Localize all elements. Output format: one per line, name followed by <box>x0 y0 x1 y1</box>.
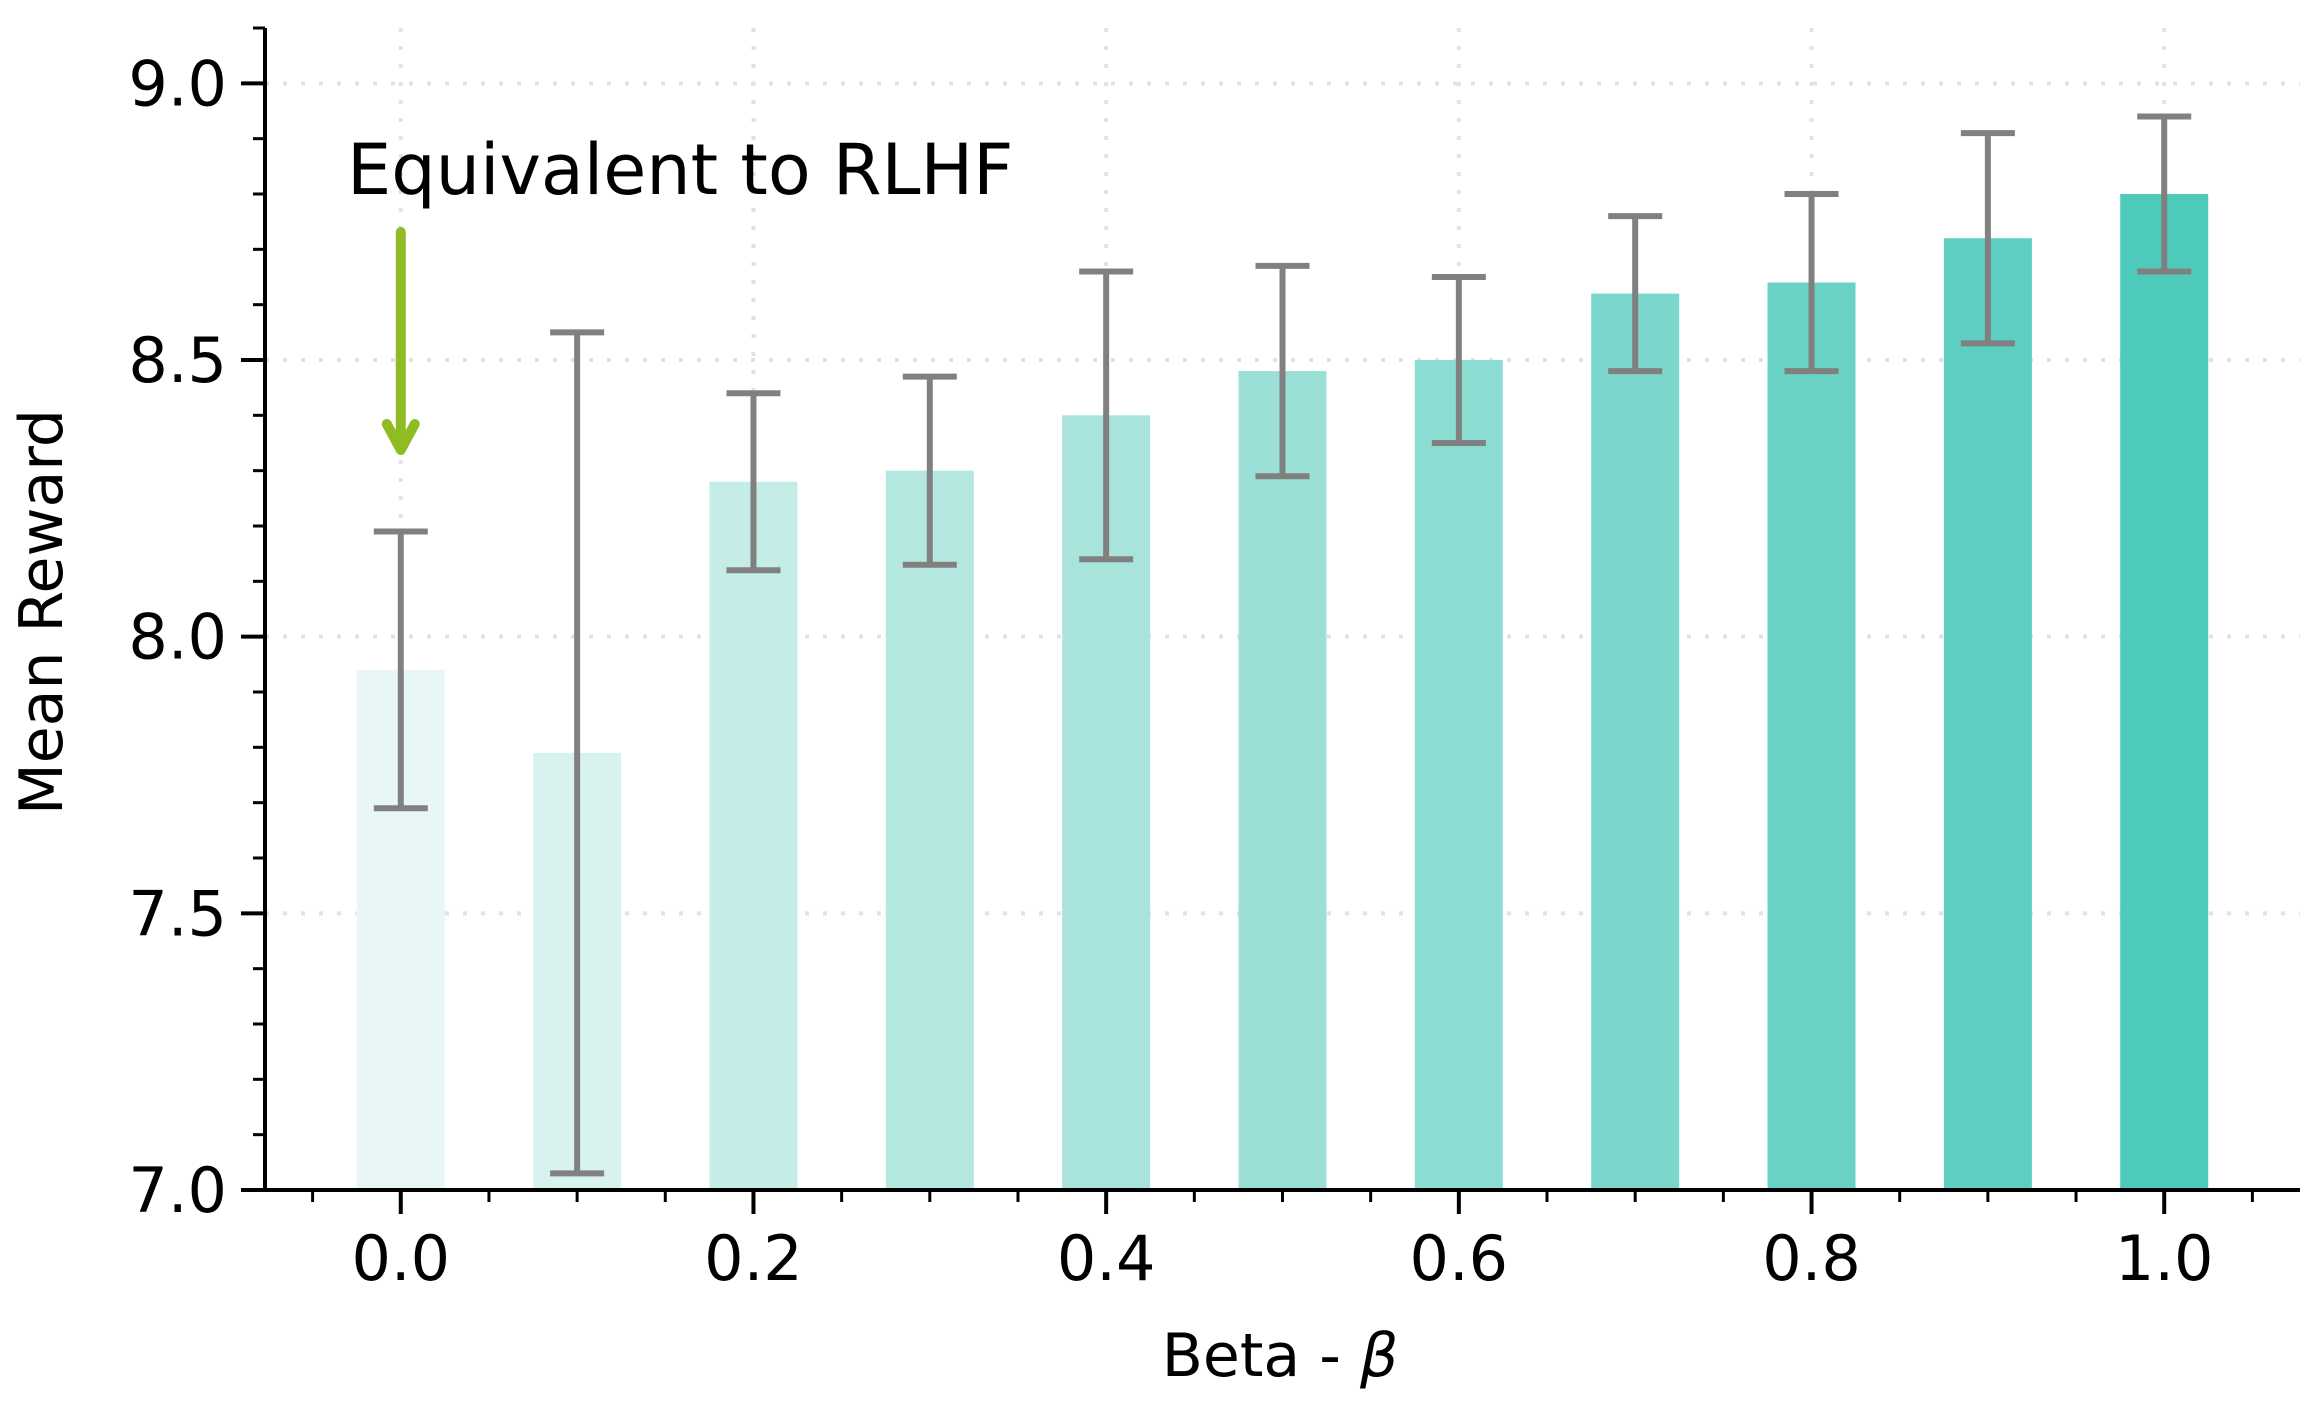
error-bars <box>373 113 2192 1177</box>
bar <box>709 481 798 1190</box>
bar <box>1238 371 1327 1191</box>
bar <box>2120 194 2209 1190</box>
x-tick-label: 0.6 <box>1410 1222 1509 1295</box>
bars <box>356 194 2209 1191</box>
bar <box>1767 282 1856 1190</box>
y-tick-label: 7.0 <box>128 1154 227 1227</box>
y-tick-label: 7.5 <box>128 877 227 950</box>
x-tick-label: 0.8 <box>1762 1222 1861 1295</box>
x-axis-label-symbol: β <box>1359 1321 1398 1391</box>
ticks <box>241 26 2254 1214</box>
x-tick-label: 1.0 <box>2115 1222 2214 1295</box>
y-axis-label: Mean Reward <box>7 409 77 815</box>
y-tick-label: 8.0 <box>128 601 227 674</box>
tick-labels: 7.0 7.5 8.0 8.5 9.0 0.0 0.2 0.4 0.6 0.8 1.0 <box>128 47 2213 1295</box>
y-tick-label: 8.5 <box>128 324 227 397</box>
annotation-arrow-head <box>381 419 420 455</box>
x-axis-label: Beta - β <box>1162 1321 1398 1391</box>
annotation: Equivalent to RLHF <box>347 129 1013 455</box>
annotation-text: Equivalent to RLHF <box>347 129 1013 211</box>
bar <box>1943 238 2032 1190</box>
x-tick-label: 0.4 <box>1057 1222 1156 1295</box>
y-tick-label: 9.0 <box>128 47 227 120</box>
bar <box>1591 293 1680 1191</box>
bar <box>1414 360 1503 1190</box>
bar <box>885 470 974 1191</box>
x-axis-label-text: Beta - <box>1162 1321 1360 1391</box>
x-tick-label: 0.0 <box>351 1222 450 1295</box>
x-tick-label: 0.2 <box>704 1222 803 1295</box>
